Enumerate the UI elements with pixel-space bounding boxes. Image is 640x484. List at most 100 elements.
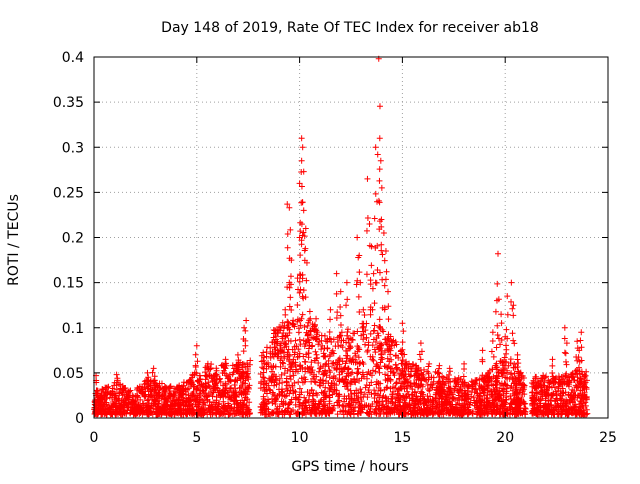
roti-point: [501, 405, 508, 412]
roti-point: [339, 408, 346, 415]
roti-point: [124, 406, 131, 413]
roti-point: [149, 369, 156, 376]
roti-point: [282, 341, 289, 348]
roti-point: [381, 257, 388, 264]
roti-point: [435, 365, 442, 372]
roti-point: [396, 375, 403, 382]
roti-point: [302, 397, 309, 404]
roti-point: [361, 391, 368, 398]
roti-spike-point: [479, 347, 486, 354]
roti-point: [517, 387, 524, 394]
roti-point: [378, 350, 385, 357]
roti-point: [297, 228, 304, 235]
roti-point: [535, 395, 542, 402]
roti-point: [414, 367, 421, 374]
roti-point: [371, 387, 378, 394]
y-tick-label: 0.15: [53, 276, 84, 292]
roti-spike-point: [284, 201, 291, 208]
roti-point: [175, 384, 182, 391]
roti-point: [498, 370, 505, 377]
roti-point: [509, 305, 516, 312]
roti-point: [222, 389, 229, 396]
roti-point: [576, 370, 583, 377]
roti-spike-point: [426, 360, 433, 367]
roti-point: [374, 330, 381, 337]
roti-point: [367, 405, 374, 412]
roti-point: [346, 410, 353, 417]
roti-point: [272, 346, 279, 353]
roti-point: [343, 379, 350, 386]
roti-point: [340, 337, 347, 344]
roti-point: [185, 385, 192, 392]
roti-point: [291, 379, 298, 386]
roti-point: [430, 399, 437, 406]
roti-point: [296, 385, 303, 392]
roti-point: [195, 378, 202, 385]
roti-point: [290, 317, 297, 324]
roti-point: [562, 358, 569, 365]
roti-point: [493, 364, 500, 371]
roti-point: [393, 341, 400, 348]
roti-point: [231, 393, 238, 400]
roti-point: [575, 354, 582, 361]
roti-point: [279, 392, 286, 399]
roti-point: [292, 395, 299, 402]
roti-point: [507, 395, 514, 402]
roti-point: [452, 383, 459, 390]
roti-point: [375, 392, 382, 399]
roti-point: [122, 397, 129, 404]
roti-point: [335, 393, 342, 400]
roti-point: [479, 385, 486, 392]
roti-point: [343, 357, 350, 364]
roti-point: [298, 315, 305, 322]
roti-point: [518, 373, 525, 380]
roti-point: [332, 343, 339, 350]
roti-point: [281, 323, 288, 330]
roti-point: [509, 374, 516, 381]
roti-point: [279, 388, 286, 395]
roti-point: [344, 332, 351, 339]
roti-point: [199, 397, 206, 404]
roti-point: [298, 237, 305, 244]
roti-point: [263, 380, 270, 387]
roti-point: [322, 370, 329, 377]
roti-point: [316, 401, 323, 408]
roti-point: [242, 327, 249, 334]
roti-point: [311, 402, 318, 409]
roti-point: [287, 373, 294, 380]
roti-point: [273, 377, 280, 384]
roti-spike-point: [296, 180, 303, 187]
roti-point: [378, 223, 385, 230]
roti-point: [295, 379, 302, 386]
roti-point: [354, 348, 361, 355]
roti-point: [468, 381, 475, 388]
roti-spike-point: [417, 340, 424, 347]
roti-point: [123, 410, 130, 417]
roti-point: [351, 330, 358, 337]
y-tick-label: 0.1: [62, 321, 84, 337]
roti-point: [410, 411, 417, 418]
roti-point: [344, 382, 351, 389]
roti-point: [275, 351, 282, 358]
roti-point: [344, 296, 351, 303]
roti-point: [383, 268, 390, 275]
roti-point: [399, 367, 406, 374]
roti-point: [291, 343, 298, 350]
roti-point: [582, 399, 589, 406]
roti-point: [334, 309, 341, 316]
roti-point: [234, 399, 241, 406]
roti-point: [360, 331, 367, 338]
roti-point: [355, 354, 362, 361]
roti-point: [551, 384, 558, 391]
roti-point: [492, 378, 499, 385]
roti-point: [411, 380, 418, 387]
roti-point: [333, 366, 340, 373]
roti-point: [329, 391, 336, 398]
roti-point: [394, 395, 401, 402]
roti-spike-point: [382, 248, 389, 255]
roti-point: [97, 400, 104, 407]
roti-point: [185, 394, 192, 401]
roti-point: [231, 397, 238, 404]
roti-point: [295, 346, 302, 353]
